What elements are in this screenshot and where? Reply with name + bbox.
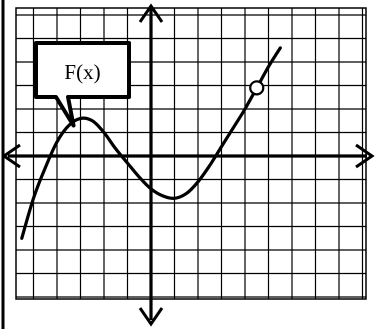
callout-label: F(x) xyxy=(64,60,100,84)
x-axis-arrow-left xyxy=(1,143,21,169)
grid xyxy=(16,8,366,299)
callout-bubble xyxy=(34,41,131,128)
y-axis-arrow-top xyxy=(138,3,164,23)
x-axis-arrow-right xyxy=(355,143,375,169)
function-curve xyxy=(20,46,282,240)
open-point-marker xyxy=(249,80,265,96)
function-callout: F(x) xyxy=(34,41,131,128)
axes xyxy=(1,3,375,327)
y-axis-arrow-bottom xyxy=(138,307,164,327)
series xyxy=(20,46,282,240)
